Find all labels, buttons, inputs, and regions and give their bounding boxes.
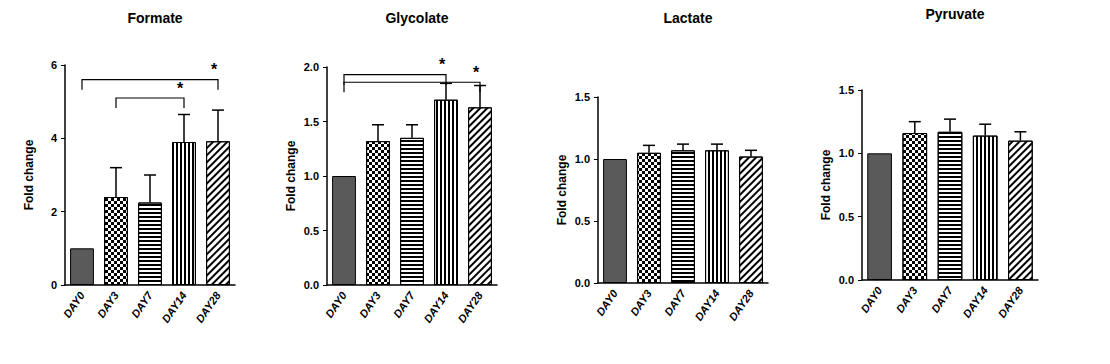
svg-text:DAY7: DAY7 — [391, 289, 418, 320]
svg-text:0.5: 0.5 — [839, 211, 854, 223]
svg-text:Fold change: Fold change — [819, 149, 833, 220]
svg-text:DAY28: DAY28 — [455, 289, 485, 325]
svg-text:4: 4 — [51, 132, 58, 144]
svg-text:6: 6 — [51, 59, 57, 71]
svg-text:DAY7: DAY7 — [129, 289, 156, 320]
svg-text:DAY0: DAY0 — [61, 289, 88, 320]
svg-text:DAY0: DAY0 — [594, 287, 621, 318]
svg-text:*: * — [177, 80, 184, 97]
svg-text:*: * — [211, 61, 218, 78]
svg-text:1.0: 1.0 — [575, 153, 590, 165]
svg-text:Fold change: Fold change — [284, 140, 298, 211]
svg-text:DAY3: DAY3 — [628, 288, 654, 318]
svg-text:DAY14: DAY14 — [159, 290, 189, 325]
svg-text:DAY14: DAY14 — [692, 288, 722, 323]
svg-text:0: 0 — [51, 279, 57, 291]
svg-text:1.5: 1.5 — [839, 84, 854, 96]
svg-text:0.0: 0.0 — [839, 274, 854, 286]
svg-text:DAY3: DAY3 — [357, 290, 383, 320]
svg-text:DAY7: DAY7 — [929, 284, 956, 315]
svg-text:1.0: 1.0 — [304, 170, 319, 182]
svg-text:0.5: 0.5 — [575, 215, 590, 227]
svg-text:DAY28: DAY28 — [726, 287, 756, 323]
svg-text:0.5: 0.5 — [304, 225, 319, 237]
svg-text:DAY7: DAY7 — [662, 287, 689, 318]
svg-text:Glycolate: Glycolate — [385, 10, 448, 26]
svg-text:*: * — [439, 56, 446, 73]
svg-text:DAY28: DAY28 — [193, 289, 223, 325]
svg-text:DAY3: DAY3 — [894, 285, 920, 315]
svg-text:0.0: 0.0 — [304, 279, 319, 291]
svg-text:1.0: 1.0 — [839, 147, 854, 159]
svg-text:0.0: 0.0 — [575, 277, 590, 289]
svg-text:DAY0: DAY0 — [323, 289, 350, 320]
svg-text:DAY14: DAY14 — [421, 290, 451, 325]
svg-text:DAY0: DAY0 — [858, 284, 885, 315]
svg-text:Lactate: Lactate — [663, 10, 712, 26]
svg-text:DAY28: DAY28 — [996, 284, 1026, 320]
svg-text:*: * — [473, 64, 480, 81]
svg-text:1.5: 1.5 — [575, 91, 590, 103]
svg-text:Fold change: Fold change — [555, 154, 569, 225]
svg-text:1.5: 1.5 — [304, 116, 319, 128]
svg-text:2.0: 2.0 — [304, 61, 319, 73]
svg-text:Formate: Formate — [127, 10, 182, 26]
svg-text:2: 2 — [51, 206, 57, 218]
svg-text:Pyruvate: Pyruvate — [925, 6, 984, 22]
svg-text:DAY3: DAY3 — [95, 290, 121, 320]
svg-text:DAY14: DAY14 — [960, 285, 990, 320]
svg-text:Fold change: Fold change — [22, 139, 36, 210]
